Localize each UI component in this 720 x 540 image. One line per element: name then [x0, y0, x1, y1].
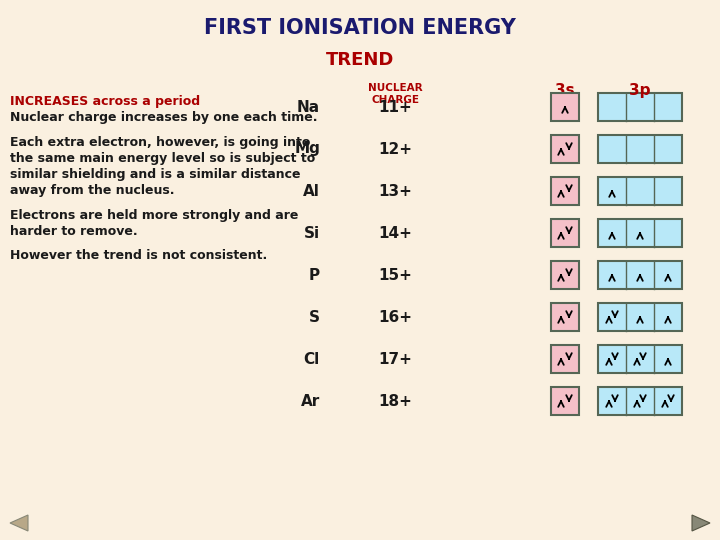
Bar: [551, 345, 579, 373]
Text: Each extra electron, however, is going into: Each extra electron, however, is going i…: [10, 136, 310, 149]
Bar: [551, 219, 579, 247]
Bar: [598, 303, 682, 331]
Text: However the trend is not consistent.: However the trend is not consistent.: [10, 249, 267, 262]
Text: 3s: 3s: [555, 83, 575, 98]
Text: 11+: 11+: [378, 99, 412, 114]
Text: S: S: [309, 309, 320, 325]
Text: 16+: 16+: [378, 309, 412, 325]
Bar: [551, 135, 579, 163]
Bar: [551, 387, 579, 415]
Bar: [551, 177, 579, 205]
Text: 3p: 3p: [629, 83, 651, 98]
Bar: [598, 219, 682, 247]
Bar: [598, 345, 682, 373]
Bar: [598, 135, 682, 163]
Text: TREND: TREND: [326, 51, 394, 69]
Text: Nuclear charge increases by one each time.: Nuclear charge increases by one each tim…: [10, 111, 318, 124]
Text: P: P: [309, 267, 320, 282]
Text: away from the nucleus.: away from the nucleus.: [10, 184, 174, 197]
Text: Si: Si: [304, 226, 320, 240]
Bar: [551, 93, 579, 121]
Bar: [598, 261, 682, 289]
Text: Cl: Cl: [304, 352, 320, 367]
Text: 15+: 15+: [378, 267, 412, 282]
Polygon shape: [10, 515, 28, 531]
Text: NUCLEAR
CHARGE: NUCLEAR CHARGE: [368, 83, 423, 105]
Text: 14+: 14+: [378, 226, 412, 240]
Bar: [598, 93, 682, 121]
Text: INCREASES across a period: INCREASES across a period: [10, 95, 200, 108]
Bar: [598, 177, 682, 205]
Text: Electrons are held more strongly and are: Electrons are held more strongly and are: [10, 208, 298, 221]
Text: 12+: 12+: [378, 141, 412, 157]
Text: the same main energy level so is subject to: the same main energy level so is subject…: [10, 152, 315, 165]
Text: 18+: 18+: [378, 394, 412, 408]
Bar: [551, 303, 579, 331]
Bar: [598, 387, 682, 415]
Text: 13+: 13+: [378, 184, 412, 199]
Text: Na: Na: [297, 99, 320, 114]
Bar: [551, 261, 579, 289]
Text: harder to remove.: harder to remove.: [10, 225, 138, 238]
Text: Mg: Mg: [294, 141, 320, 157]
Polygon shape: [692, 515, 710, 531]
Text: FIRST IONISATION ENERGY: FIRST IONISATION ENERGY: [204, 18, 516, 38]
Text: similar shielding and is a similar distance: similar shielding and is a similar dista…: [10, 168, 300, 181]
Text: Al: Al: [303, 184, 320, 199]
Text: Ar: Ar: [301, 394, 320, 408]
Text: 17+: 17+: [378, 352, 412, 367]
